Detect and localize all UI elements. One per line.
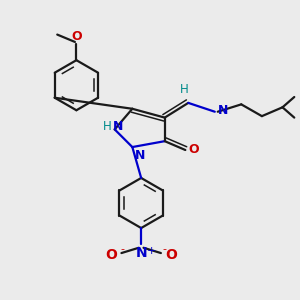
Text: -: - <box>121 244 124 254</box>
Text: H: H <box>179 82 188 95</box>
Text: O: O <box>188 143 199 157</box>
Text: O: O <box>105 248 117 262</box>
Text: +: + <box>146 246 156 256</box>
Text: N: N <box>135 148 145 161</box>
Text: N: N <box>113 120 124 133</box>
Text: -: - <box>162 244 167 254</box>
Text: N: N <box>135 246 147 260</box>
Text: O: O <box>71 29 82 43</box>
Text: N: N <box>218 104 228 117</box>
Text: O: O <box>166 248 178 262</box>
Text: H: H <box>103 120 112 133</box>
